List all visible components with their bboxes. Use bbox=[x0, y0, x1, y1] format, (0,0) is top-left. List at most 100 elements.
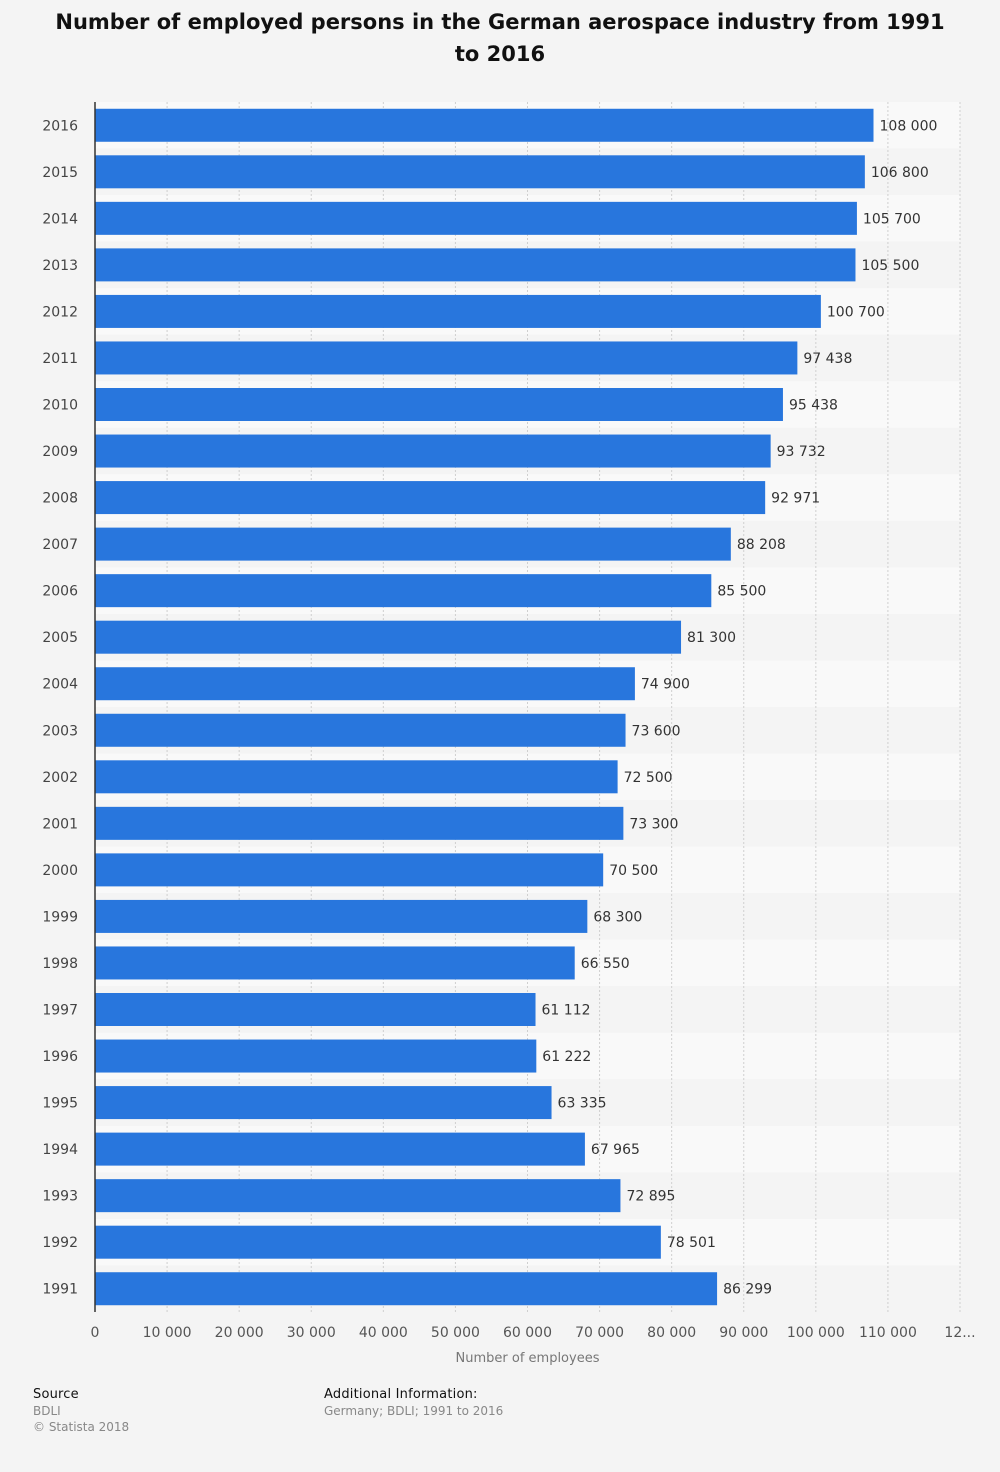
source-value: BDLI bbox=[33, 1404, 61, 1418]
value-label: 73 300 bbox=[629, 816, 678, 832]
value-label: 67 965 bbox=[591, 1142, 640, 1158]
bar bbox=[95, 1086, 552, 1120]
bar bbox=[95, 1272, 718, 1306]
value-label: 106 800 bbox=[871, 165, 929, 181]
y-tick-label: 2001 bbox=[42, 816, 78, 832]
bar bbox=[95, 667, 635, 701]
value-label: 70 500 bbox=[609, 863, 658, 879]
x-tick-label: 70 000 bbox=[575, 1325, 624, 1341]
y-tick-label: 1999 bbox=[42, 909, 78, 925]
bar bbox=[95, 574, 712, 608]
y-tick-label: 2007 bbox=[42, 537, 78, 553]
bar bbox=[95, 1039, 537, 1073]
y-tick-label: 2013 bbox=[42, 258, 78, 274]
value-label: 78 501 bbox=[667, 1235, 716, 1251]
bar bbox=[95, 527, 731, 561]
y-tick-label: 2003 bbox=[42, 723, 78, 739]
bar bbox=[95, 946, 575, 980]
bar bbox=[95, 1179, 621, 1213]
value-label: 72 895 bbox=[626, 1189, 675, 1205]
y-tick-label: 2005 bbox=[42, 630, 78, 646]
chart-title: Number of employed persons in the German… bbox=[55, 10, 945, 66]
bar bbox=[95, 108, 874, 142]
value-label: 108 000 bbox=[880, 118, 938, 134]
bar bbox=[95, 481, 766, 515]
additional-info-heading: Additional Information: bbox=[324, 1387, 478, 1402]
value-labels: 108 000 106 800 105 700 105 500 100 700 97 43… bbox=[542, 118, 938, 1297]
value-label: 105 700 bbox=[863, 211, 921, 227]
value-label: 88 208 bbox=[737, 537, 786, 553]
x-tick-label: 20 000 bbox=[215, 1325, 264, 1341]
value-label: 61 222 bbox=[542, 1049, 591, 1065]
source-block: Source BDLI © Statista 2018 bbox=[33, 1387, 129, 1435]
value-label: 86 299 bbox=[723, 1282, 772, 1298]
value-label: 72 500 bbox=[624, 770, 673, 786]
value-label: 63 335 bbox=[558, 1096, 607, 1112]
bar bbox=[95, 993, 536, 1026]
bar bbox=[95, 620, 682, 654]
x-tick-label: 110 000 bbox=[859, 1325, 917, 1341]
bar bbox=[95, 853, 604, 887]
x-tick-labels: 0 10 000 20 000 30 000 40 000 50 000 60 000 70 … bbox=[91, 1325, 976, 1341]
y-tick-label: 2008 bbox=[42, 491, 78, 507]
value-label: 68 300 bbox=[593, 909, 642, 925]
y-tick-label: 2015 bbox=[42, 165, 78, 181]
bar bbox=[95, 341, 798, 375]
value-label: 85 500 bbox=[717, 584, 766, 600]
y-tick-label: 2010 bbox=[42, 398, 78, 414]
source-heading: Source bbox=[33, 1387, 79, 1402]
value-label: 93 732 bbox=[777, 444, 826, 460]
x-tick-label: 0 bbox=[91, 1325, 100, 1341]
x-tick-label: 30 000 bbox=[287, 1325, 336, 1341]
x-tick-label: 90 000 bbox=[719, 1325, 768, 1341]
y-tick-label: 2012 bbox=[42, 304, 78, 320]
x-tick-label: 10 000 bbox=[143, 1325, 192, 1341]
bar bbox=[95, 1225, 661, 1259]
bar bbox=[95, 248, 856, 282]
bar bbox=[95, 806, 624, 840]
value-label: 81 300 bbox=[687, 630, 736, 646]
y-tick-label: 1992 bbox=[42, 1235, 78, 1251]
x-tick-label: 60 000 bbox=[503, 1325, 552, 1341]
bar bbox=[95, 201, 857, 235]
bar bbox=[95, 155, 865, 189]
additional-info-block: Additional Information: Germany; BDLI; 1… bbox=[324, 1387, 503, 1419]
y-tick-label: 2014 bbox=[42, 211, 78, 227]
value-label: 95 438 bbox=[789, 398, 838, 414]
bar bbox=[95, 434, 771, 468]
value-label: 73 600 bbox=[632, 723, 681, 739]
bar bbox=[95, 388, 783, 421]
value-label: 92 971 bbox=[771, 491, 820, 507]
bars bbox=[95, 108, 874, 1306]
bar bbox=[95, 294, 821, 328]
bar-chart: 108 000 106 800 105 700 105 500 100 700 97 43… bbox=[42, 102, 976, 1366]
bar bbox=[95, 760, 618, 794]
value-label: 97 438 bbox=[803, 351, 852, 367]
y-tick-label: 2002 bbox=[42, 770, 78, 786]
y-tick-label: 1995 bbox=[42, 1096, 78, 1112]
value-label: 74 900 bbox=[641, 677, 690, 693]
y-tick-label: 1996 bbox=[42, 1049, 78, 1065]
y-tick-label: 2016 bbox=[42, 118, 78, 134]
bar bbox=[95, 899, 588, 933]
y-tick-label: 1991 bbox=[42, 1282, 78, 1298]
y-tick-label: 1993 bbox=[42, 1189, 78, 1205]
value-label: 66 550 bbox=[581, 956, 630, 972]
y-tick-label: 2011 bbox=[42, 351, 78, 367]
value-label: 61 112 bbox=[542, 1003, 591, 1019]
x-tick-label: 80 000 bbox=[647, 1325, 696, 1341]
bar bbox=[95, 1132, 585, 1166]
value-label: 105 500 bbox=[861, 258, 919, 274]
y-tick-label: 1998 bbox=[42, 956, 78, 972]
x-tick-label: 100 000 bbox=[787, 1325, 845, 1341]
additional-info-value: Germany; BDLI; 1991 to 2016 bbox=[324, 1404, 504, 1418]
y-tick-labels: 2016 2015 2014 2013 2012 2011 2010 2009 2008 2007… bbox=[42, 118, 78, 1297]
y-tick-label: 1994 bbox=[42, 1142, 78, 1158]
y-tick-label: 2009 bbox=[42, 444, 78, 460]
x-tick-label: 50 000 bbox=[431, 1325, 480, 1341]
y-tick-label: 1997 bbox=[42, 1003, 78, 1019]
y-tick-label: 2004 bbox=[42, 677, 78, 693]
value-label: 100 700 bbox=[827, 304, 885, 320]
y-tick-label: 2006 bbox=[42, 584, 78, 600]
x-axis-title: Number of employees bbox=[456, 1351, 600, 1366]
